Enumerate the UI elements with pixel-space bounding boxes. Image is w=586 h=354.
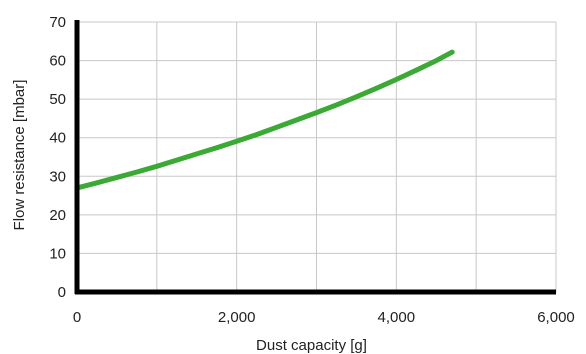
x-tick-label: 6,000 (537, 309, 575, 326)
y-tick-label: 60 (49, 53, 66, 70)
tick-labels: 0 2,000 4,000 6,000 0 10 20 30 40 50 60 70 (49, 14, 574, 326)
y-tick-label: 0 (58, 284, 66, 301)
x-axis-title: Dust capacity [g] (256, 337, 367, 354)
y-tick-label: 20 (49, 207, 66, 224)
y-axis-title: Flow resistance [mbar] (11, 80, 28, 231)
series-line (74, 49, 455, 191)
grid (77, 21, 557, 292)
x-tick-label: 0 (73, 309, 81, 326)
series-layer (74, 49, 455, 191)
y-tick-label: 70 (49, 14, 66, 31)
y-tick-label: 30 (49, 168, 66, 185)
y-tick-label: 10 (49, 245, 66, 262)
y-tick-label: 40 (49, 130, 66, 147)
y-tick-label: 50 (49, 91, 66, 108)
x-tick-label: 2,000 (218, 309, 256, 326)
axes (74, 20, 556, 295)
x-tick-label: 4,000 (378, 309, 416, 326)
